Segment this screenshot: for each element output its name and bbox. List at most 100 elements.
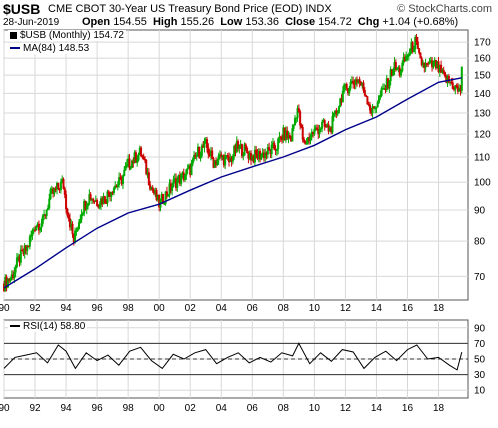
candle-body [454, 85, 457, 90]
candle-body [331, 115, 334, 133]
candle-body [143, 158, 146, 161]
candle-body [295, 117, 298, 119]
open-label: Open [82, 16, 111, 28]
price-y-tick-label: 90 [474, 206, 486, 217]
candle-body [246, 147, 249, 154]
watermark: © StockCharts.com [397, 3, 492, 15]
candle-body [46, 207, 49, 210]
candle-body [199, 155, 202, 158]
candle-body [297, 108, 300, 112]
legend-rsi: RSI(14) 58.80 [8, 321, 88, 332]
candle-body [105, 202, 108, 204]
candle-body [45, 209, 48, 217]
candle-body [137, 154, 140, 161]
candle-body [216, 159, 219, 165]
candle-body [363, 90, 366, 96]
candle-body [409, 48, 412, 55]
close-value: 154.72 [318, 16, 352, 28]
candle-body [388, 80, 391, 89]
price-x-tick-label: 14 [371, 303, 383, 314]
candle-body [455, 85, 458, 87]
candle-body [378, 95, 381, 103]
candle-body [440, 64, 443, 73]
candle-body [396, 68, 399, 70]
candle-body [185, 169, 188, 176]
price-panel: 90 92 94 96 98 00 02 04 06 08 10 12 14 16 18 70 80 90 100 1… [0, 29, 491, 314]
candle-body [372, 106, 375, 109]
candle-body [30, 235, 33, 237]
candle-body [14, 266, 17, 273]
candle-body [59, 181, 62, 191]
candle-body [89, 194, 92, 201]
candle-body [286, 130, 289, 139]
price-x-tick-label: 02 [185, 303, 197, 314]
candle-body [37, 223, 40, 231]
candle-body [136, 159, 139, 163]
candle-body [211, 150, 214, 159]
candle-body [406, 55, 409, 58]
candle-body [255, 149, 258, 155]
candle-body [65, 194, 68, 210]
candle-body [6, 279, 9, 288]
legend-price-value: 154.72 [93, 30, 124, 41]
candle-body [405, 55, 408, 62]
candle-body [62, 178, 65, 189]
candle-body [315, 127, 318, 130]
candle-body [124, 166, 127, 171]
candle-body [67, 214, 70, 219]
candle-body [140, 147, 143, 157]
ma84-line [3, 77, 462, 289]
candle-body [116, 184, 119, 187]
rsi-panel: 90 92 94 96 98 00 02 04 06 08 10 12 14 16 18 10 30 50 70 90 [0, 319, 486, 414]
candle-body [171, 186, 174, 191]
candle-body [420, 57, 423, 66]
candle-body [96, 200, 99, 206]
candle-body [419, 52, 422, 59]
candle-body [151, 187, 154, 192]
candle-body [291, 128, 294, 142]
candle-body [365, 94, 368, 97]
candle-body [392, 69, 395, 76]
legend-rsi-value: 58.80 [60, 321, 86, 332]
chg-value: +1.04 (+0.68%) [382, 16, 459, 28]
candle-body [273, 142, 276, 150]
candle-body [141, 155, 144, 158]
exchange-label: INDX [305, 3, 332, 15]
candle-body [39, 227, 42, 231]
price-x-tick-label: 10 [309, 303, 321, 314]
candle-body [335, 110, 338, 115]
candle-body [147, 172, 150, 186]
rsi-x-tick-label: 06 [247, 403, 259, 414]
candle-body [107, 191, 110, 195]
candle-body [76, 228, 79, 231]
legend-rsi-name: RSI(14) [23, 321, 58, 332]
candle-body [305, 142, 308, 145]
candle-body [415, 36, 418, 43]
instrument-name-text: CME CBOT 30-Year US Treasury Bond Price … [48, 3, 303, 15]
candle-body [348, 88, 351, 94]
legend-ma-swatch [10, 47, 20, 50]
price-y-tick-label: 120 [474, 130, 491, 141]
candle-body [418, 48, 421, 53]
candle-body [191, 158, 194, 164]
candle-body [176, 179, 179, 189]
candle-body [362, 82, 365, 91]
candle-body [193, 154, 196, 160]
price-y-tick-label: 170 [474, 38, 491, 49]
close-label: Close [285, 16, 316, 28]
candle-body [414, 36, 417, 50]
candle-body [332, 112, 335, 117]
price-x-tick-label: 90 [0, 303, 10, 314]
candle-body [374, 107, 377, 110]
candle-body [243, 144, 246, 156]
quote-date: 28-Jun-2019 [3, 17, 60, 28]
candle-body [224, 156, 227, 166]
price-x-tick-label: 98 [123, 303, 135, 314]
candle-body [15, 257, 18, 267]
candle-body [349, 81, 352, 89]
candle-body [244, 144, 247, 149]
candle-body [142, 156, 145, 160]
candle-body [345, 83, 348, 89]
candle-body [85, 205, 88, 210]
candle-body [432, 61, 435, 68]
